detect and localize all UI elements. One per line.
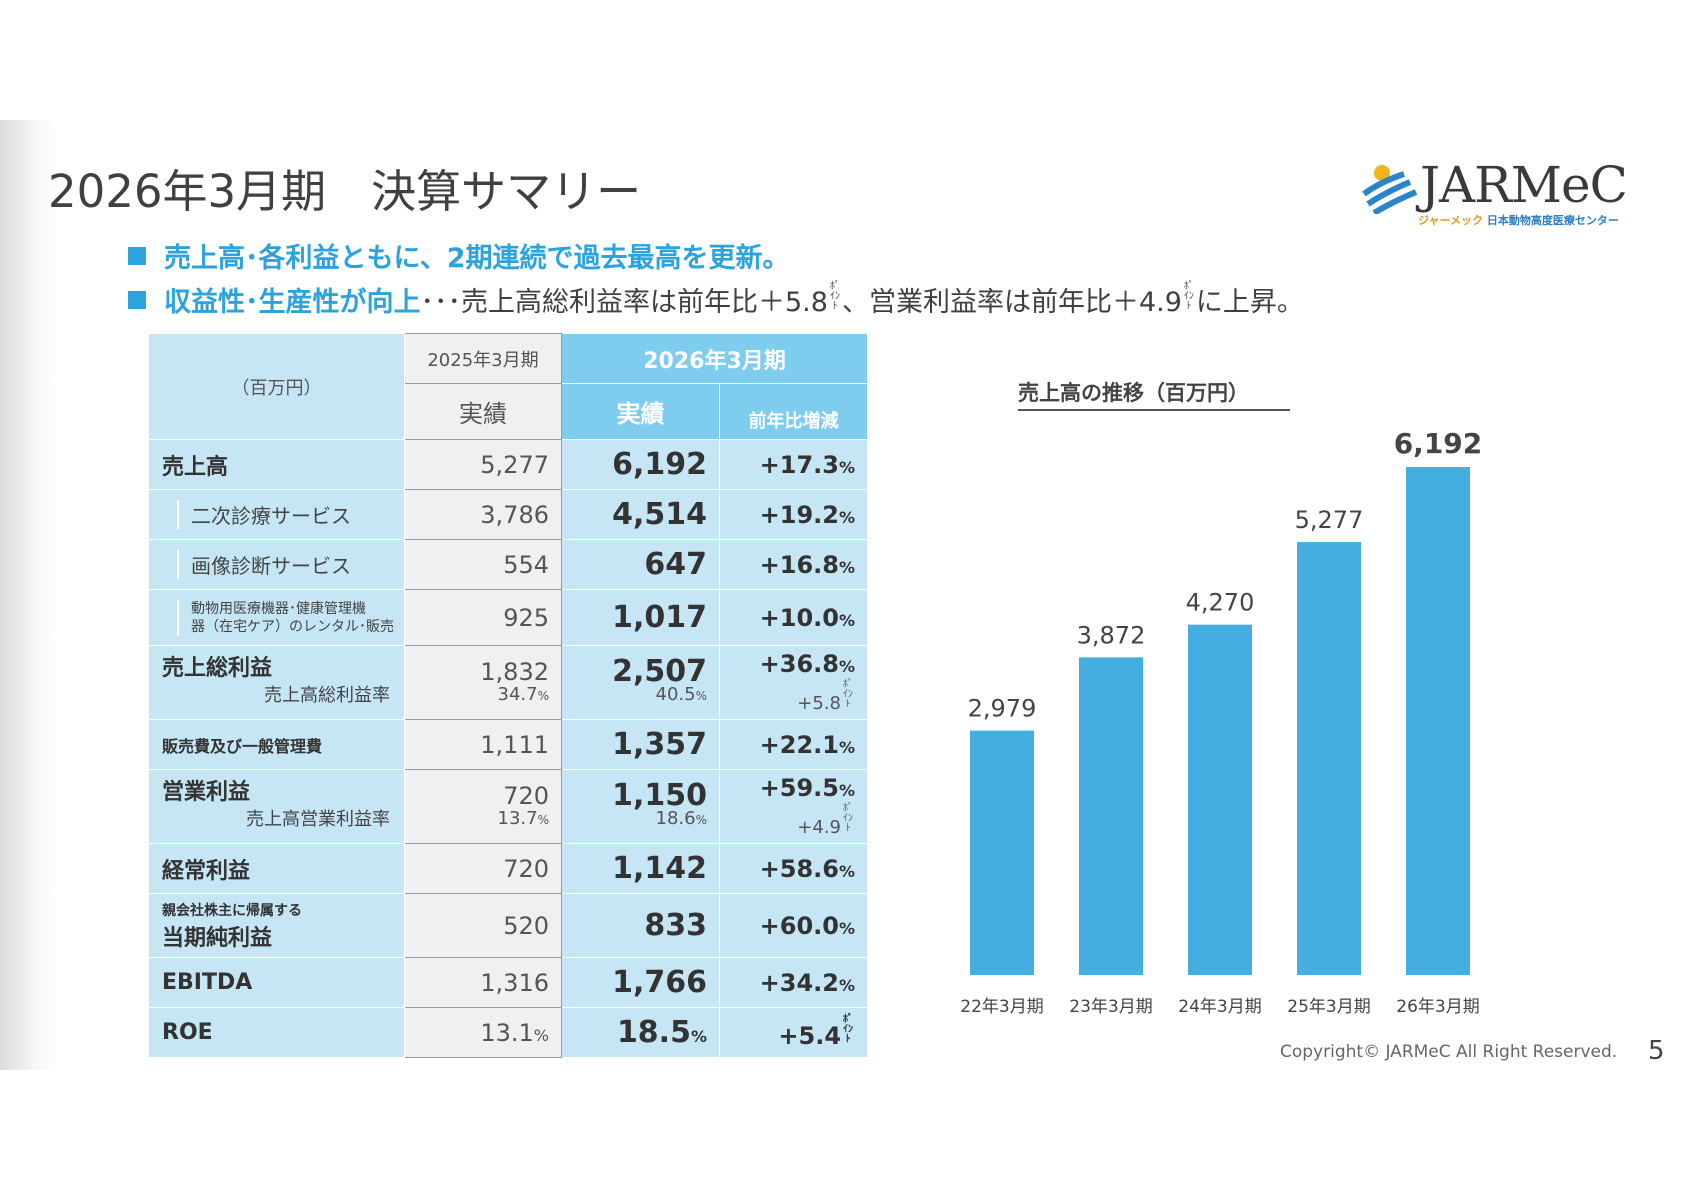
table-row: ROE 13.1% 18.5% +5.4ﾎﾟｲﾝﾄ xyxy=(148,1007,869,1058)
bar-value-label: 6,192 xyxy=(1394,427,1483,460)
bar-4 xyxy=(1406,467,1470,975)
page-title: 2026年3月期 決算サマリー xyxy=(48,165,642,218)
bullet-square-icon xyxy=(128,291,146,309)
table-row: 動物用医療機器･健康管理機 器（在宅ケア）のレンタル･販売 925 1,017 +… xyxy=(148,589,869,646)
bar-value-label: 4,270 xyxy=(1186,589,1255,617)
x-tick-label: 23年3月期 xyxy=(1069,997,1152,1017)
page-number: 5 xyxy=(1648,1036,1665,1066)
x-tick-label: 22年3月期 xyxy=(960,997,1043,1017)
cur-actual-header: 実績 xyxy=(561,383,720,440)
bar-3 xyxy=(1297,542,1361,975)
table-row: EBITDA 1,316 1,766 +34.2% xyxy=(148,957,869,1008)
bar-1 xyxy=(1079,657,1143,975)
bullet-1: 売上高･各利益ともに、2期連続で過去最高を更新。 xyxy=(128,236,789,275)
bullet-2: 収益性･生産性が向上･･･売上高総利益率は前年比＋5.8ﾎﾟｲﾝﾄ 、営業利益率は… xyxy=(128,280,1304,319)
company-logo: JARMeC ジャーメック 日本動物高度医療センター xyxy=(1360,160,1650,230)
slide-edge-shadow xyxy=(0,120,58,1070)
bar-value-label: 2,979 xyxy=(968,695,1037,723)
table-row: 親会社株主に帰属する 当期純利益 520 833 +60.0% xyxy=(148,893,869,958)
logo-subtitle: ジャーメック 日本動物高度医療センター xyxy=(1418,214,1619,227)
bar-value-label: 5,277 xyxy=(1295,506,1364,534)
table-row: 経常利益 720 1,142 +58.6% xyxy=(148,843,869,894)
unit-header: （百万円） xyxy=(148,333,405,440)
logo-mark-icon xyxy=(1362,165,1418,214)
x-tick-label: 24年3月期 xyxy=(1178,997,1261,1017)
bar-0 xyxy=(970,730,1034,975)
table-row: 販売費及び一般管理費 1,111 1,357 +22.1% xyxy=(148,719,869,770)
table-row: 二次診療サービス 3,786 4,514 +19.2% xyxy=(148,489,869,540)
x-tick-label: 26年3月期 xyxy=(1396,997,1479,1017)
table-row: 売上高 5,277 6,192 +17.3% xyxy=(148,439,869,490)
table-row: 売上総利益 売上高総利益率 1,832 34.7% 2,507 40.5% +36.8… xyxy=(148,645,869,720)
bar-value-label: 3,872 xyxy=(1077,621,1146,649)
yoy-header: 前年比増減 xyxy=(718,383,869,440)
financial-summary-table: （百万円） 2025年3月期 2026年3月期 実績 実績 前年比増減 売上高 … xyxy=(148,333,869,1058)
chart-title: 売上高の推移（百万円） xyxy=(1018,377,1290,411)
bullet-square-icon xyxy=(128,247,146,265)
prev-period-header: 2025年3月期 xyxy=(404,333,562,384)
copyright-footer: Copyright© JARMeC All Right Reserved. xyxy=(1280,1042,1618,1062)
x-tick-label: 25年3月期 xyxy=(1287,997,1370,1017)
sales-bar-chart: 2,979 22年3月期 3,872 23年3月期 4,270 24年3月期 5,277 25… xyxy=(960,427,1483,1017)
table-row: 営業利益 売上高営業利益率 720 13.7% 1,150 18.6% +59.5% +… xyxy=(148,769,869,844)
table-row: 画像診断サービス 554 647 +16.8% xyxy=(148,539,869,590)
prev-actual-header: 実績 xyxy=(404,383,562,440)
cur-period-header: 2026年3月期 xyxy=(560,333,869,384)
bar-2 xyxy=(1188,624,1252,975)
logo-wordmark: JARMeC xyxy=(1420,156,1628,214)
